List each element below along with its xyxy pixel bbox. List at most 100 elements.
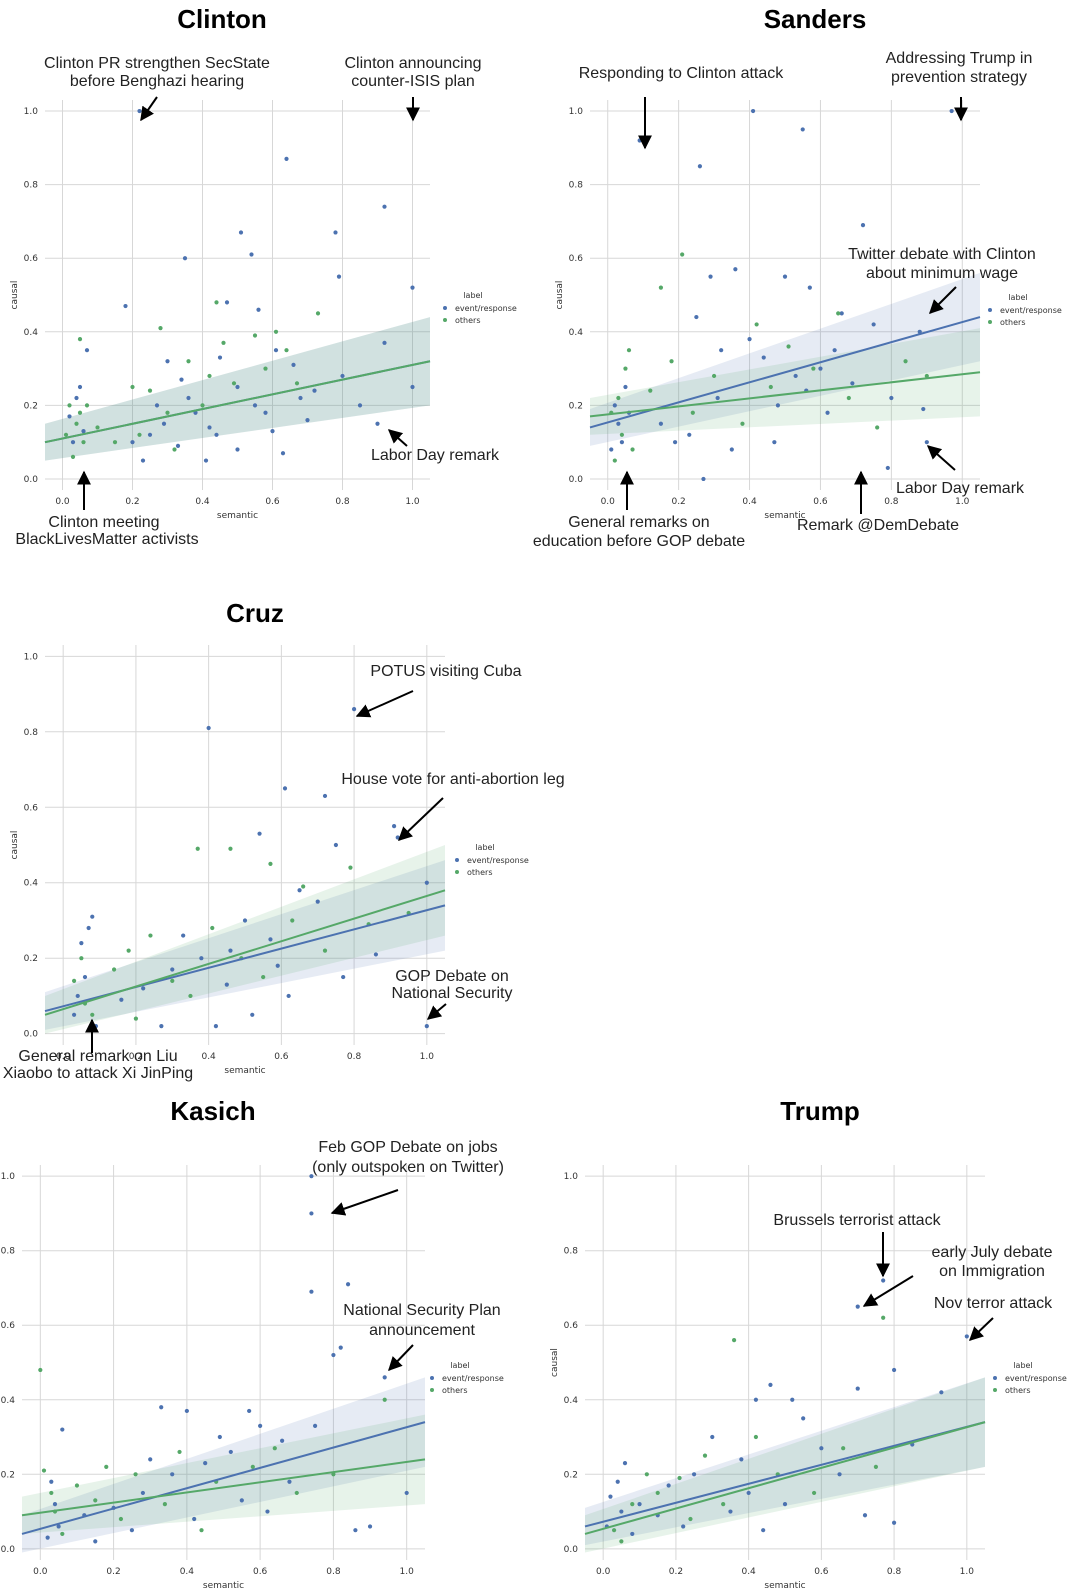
data-point [235,384,240,390]
y-tick-label: 0.2 [564,1470,578,1480]
annotation-text: Nov terror attack [934,1295,1053,1312]
data-point [312,1423,318,1428]
data-point [721,1502,726,1507]
data-point [619,1509,624,1514]
annotation-text: early July debate [932,1244,1053,1261]
y-tick-label: 0.6 [24,803,39,813]
data-point [74,421,79,426]
data-point [162,1502,167,1507]
annotation-text: Xiaobo to attack Xi JinPing [3,1065,193,1082]
regression-line [584,1421,986,1528]
data-point [81,429,86,434]
data-point [612,458,617,463]
data-point [964,1334,969,1339]
chart-title: Sanders [764,4,867,34]
data-point [924,440,929,445]
x-tick-label: 0.8 [884,497,899,507]
data-point [336,274,342,279]
data-point [290,918,295,923]
x-tick-label: 0.4 [741,1567,756,1577]
data-point [207,425,212,430]
data-point [309,1211,314,1216]
data-point [123,303,128,309]
data-point [294,1490,299,1496]
data-point [666,1483,671,1488]
annotation-text: before Benghazi hearing [70,73,244,90]
data-point [90,1012,95,1017]
data-point [608,1494,613,1499]
data-point [855,1304,860,1309]
annotation-text: Responding to Clinton attack [579,65,785,82]
y-axis-label: causal [10,831,20,860]
data-point [49,1490,54,1496]
data-point [242,918,248,923]
x-axis-label: semantic [764,511,805,521]
data-point [159,1024,164,1029]
data-point [708,274,713,279]
data-point [793,373,798,379]
annotation: early July debate on Immigration [862,1244,1053,1307]
data-point [782,274,788,279]
data-point [200,403,205,408]
data-point [294,381,300,386]
y-tick-label: 0.2 [1,1470,15,1480]
data-point [644,1472,649,1477]
data-point [252,333,258,338]
data-point [680,252,685,257]
data-point [753,1434,759,1440]
data-point [790,1397,795,1402]
legend-title: label [450,1361,469,1370]
regression-line [589,371,981,418]
data-point [825,410,830,415]
y-tick-label: 0.6 [564,1321,579,1331]
x-tick-label: 1.0 [960,1567,975,1577]
y-tick-label: 0.2 [569,401,583,411]
data-point [637,1502,642,1507]
data-point [282,786,288,791]
annotation: Labor Day remark [896,445,1025,497]
y-tick-label: 0.0 [24,475,39,485]
data-point [782,1502,788,1507]
annotation: Feb GOP Debate on jobs (only outspoken on… [312,1139,504,1216]
data-point [619,432,625,437]
confidence-band [22,1377,425,1553]
data-point [811,1490,817,1496]
data-point [74,1483,80,1488]
data-point [192,1516,197,1522]
data-point [637,138,642,143]
data-point [186,359,191,364]
annotation-text: about minimum wage [866,265,1018,282]
data-point [181,933,186,938]
data-point [333,842,339,848]
data-point [228,948,233,953]
data-point [60,1531,65,1537]
data-point [203,458,209,463]
data-point [252,403,258,408]
y-tick-label: 1.0 [24,107,39,117]
data-point [681,1524,686,1529]
data-point [165,410,170,415]
data-point [746,1490,751,1496]
data-point [148,1457,153,1462]
y-tick-label: 0.6 [24,254,39,264]
legend: label event/response others [988,293,1062,327]
data-point [690,410,695,415]
data-point [424,880,429,885]
data-point [70,440,76,445]
data-point [768,384,773,390]
data-point [45,1535,50,1540]
data-point [84,348,90,353]
data-point [921,406,926,412]
data-point [702,1453,708,1458]
annotation: Twitter debate with Clinton about minimum… [848,246,1036,314]
x-tick-label: 0.2 [129,1052,143,1062]
data-point [424,1024,429,1029]
data-point [615,1479,620,1484]
data-point [873,1464,879,1469]
data-point [341,974,346,980]
x-tick-label: 0.6 [253,1567,268,1577]
x-tick-label: 0.0 [601,497,616,507]
chart-panel-kasich: Kasich 0.0 0.2 0.4 0.6 0.8 1.0 0.0 0.2 0.4 0.6 0.8 1… [1,1096,504,1591]
